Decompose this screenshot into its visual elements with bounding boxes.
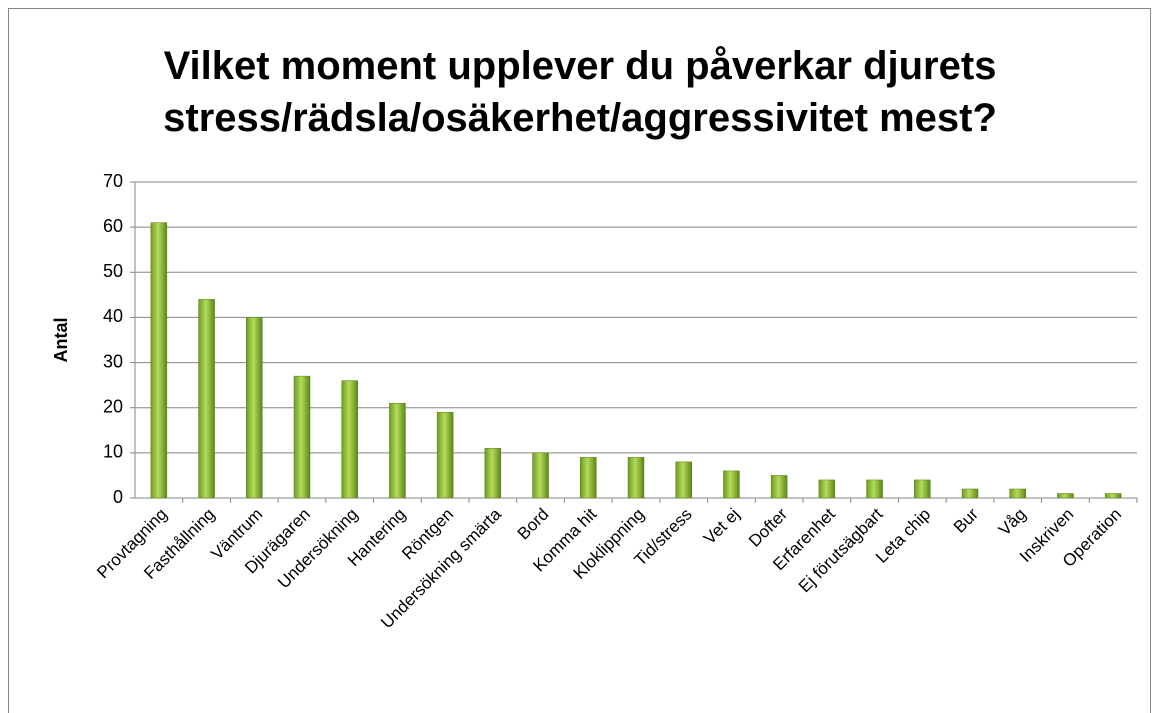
chart-title: Vilket moment upplever du påverkar djure… [163,44,997,140]
bar [723,470,740,499]
bar [580,457,597,499]
bar [150,222,168,499]
y-axis-label: Antal [51,318,71,363]
y-tick-label: 0 [113,487,123,507]
bar [1057,493,1074,499]
bar [484,448,502,499]
bar [532,452,549,499]
bar [1104,493,1122,499]
bar [341,380,358,499]
bar [198,299,215,499]
y-tick-label: 10 [103,442,123,462]
bar [675,461,692,499]
bar [866,479,883,499]
bar [627,457,645,499]
bar [436,411,454,499]
bar [914,479,931,499]
y-tick-label: 70 [103,171,123,191]
bar [1009,488,1026,499]
y-tick-label: 60 [103,216,123,236]
bar [770,475,788,499]
bar [246,317,263,499]
bar [389,402,406,499]
y-tick-label: 40 [103,306,123,326]
y-tick-label: 20 [103,396,123,416]
y-tick-label: 50 [103,261,123,281]
bar [818,479,836,499]
bar [961,488,979,499]
y-tick-label: 30 [103,351,123,371]
bar [293,375,311,499]
